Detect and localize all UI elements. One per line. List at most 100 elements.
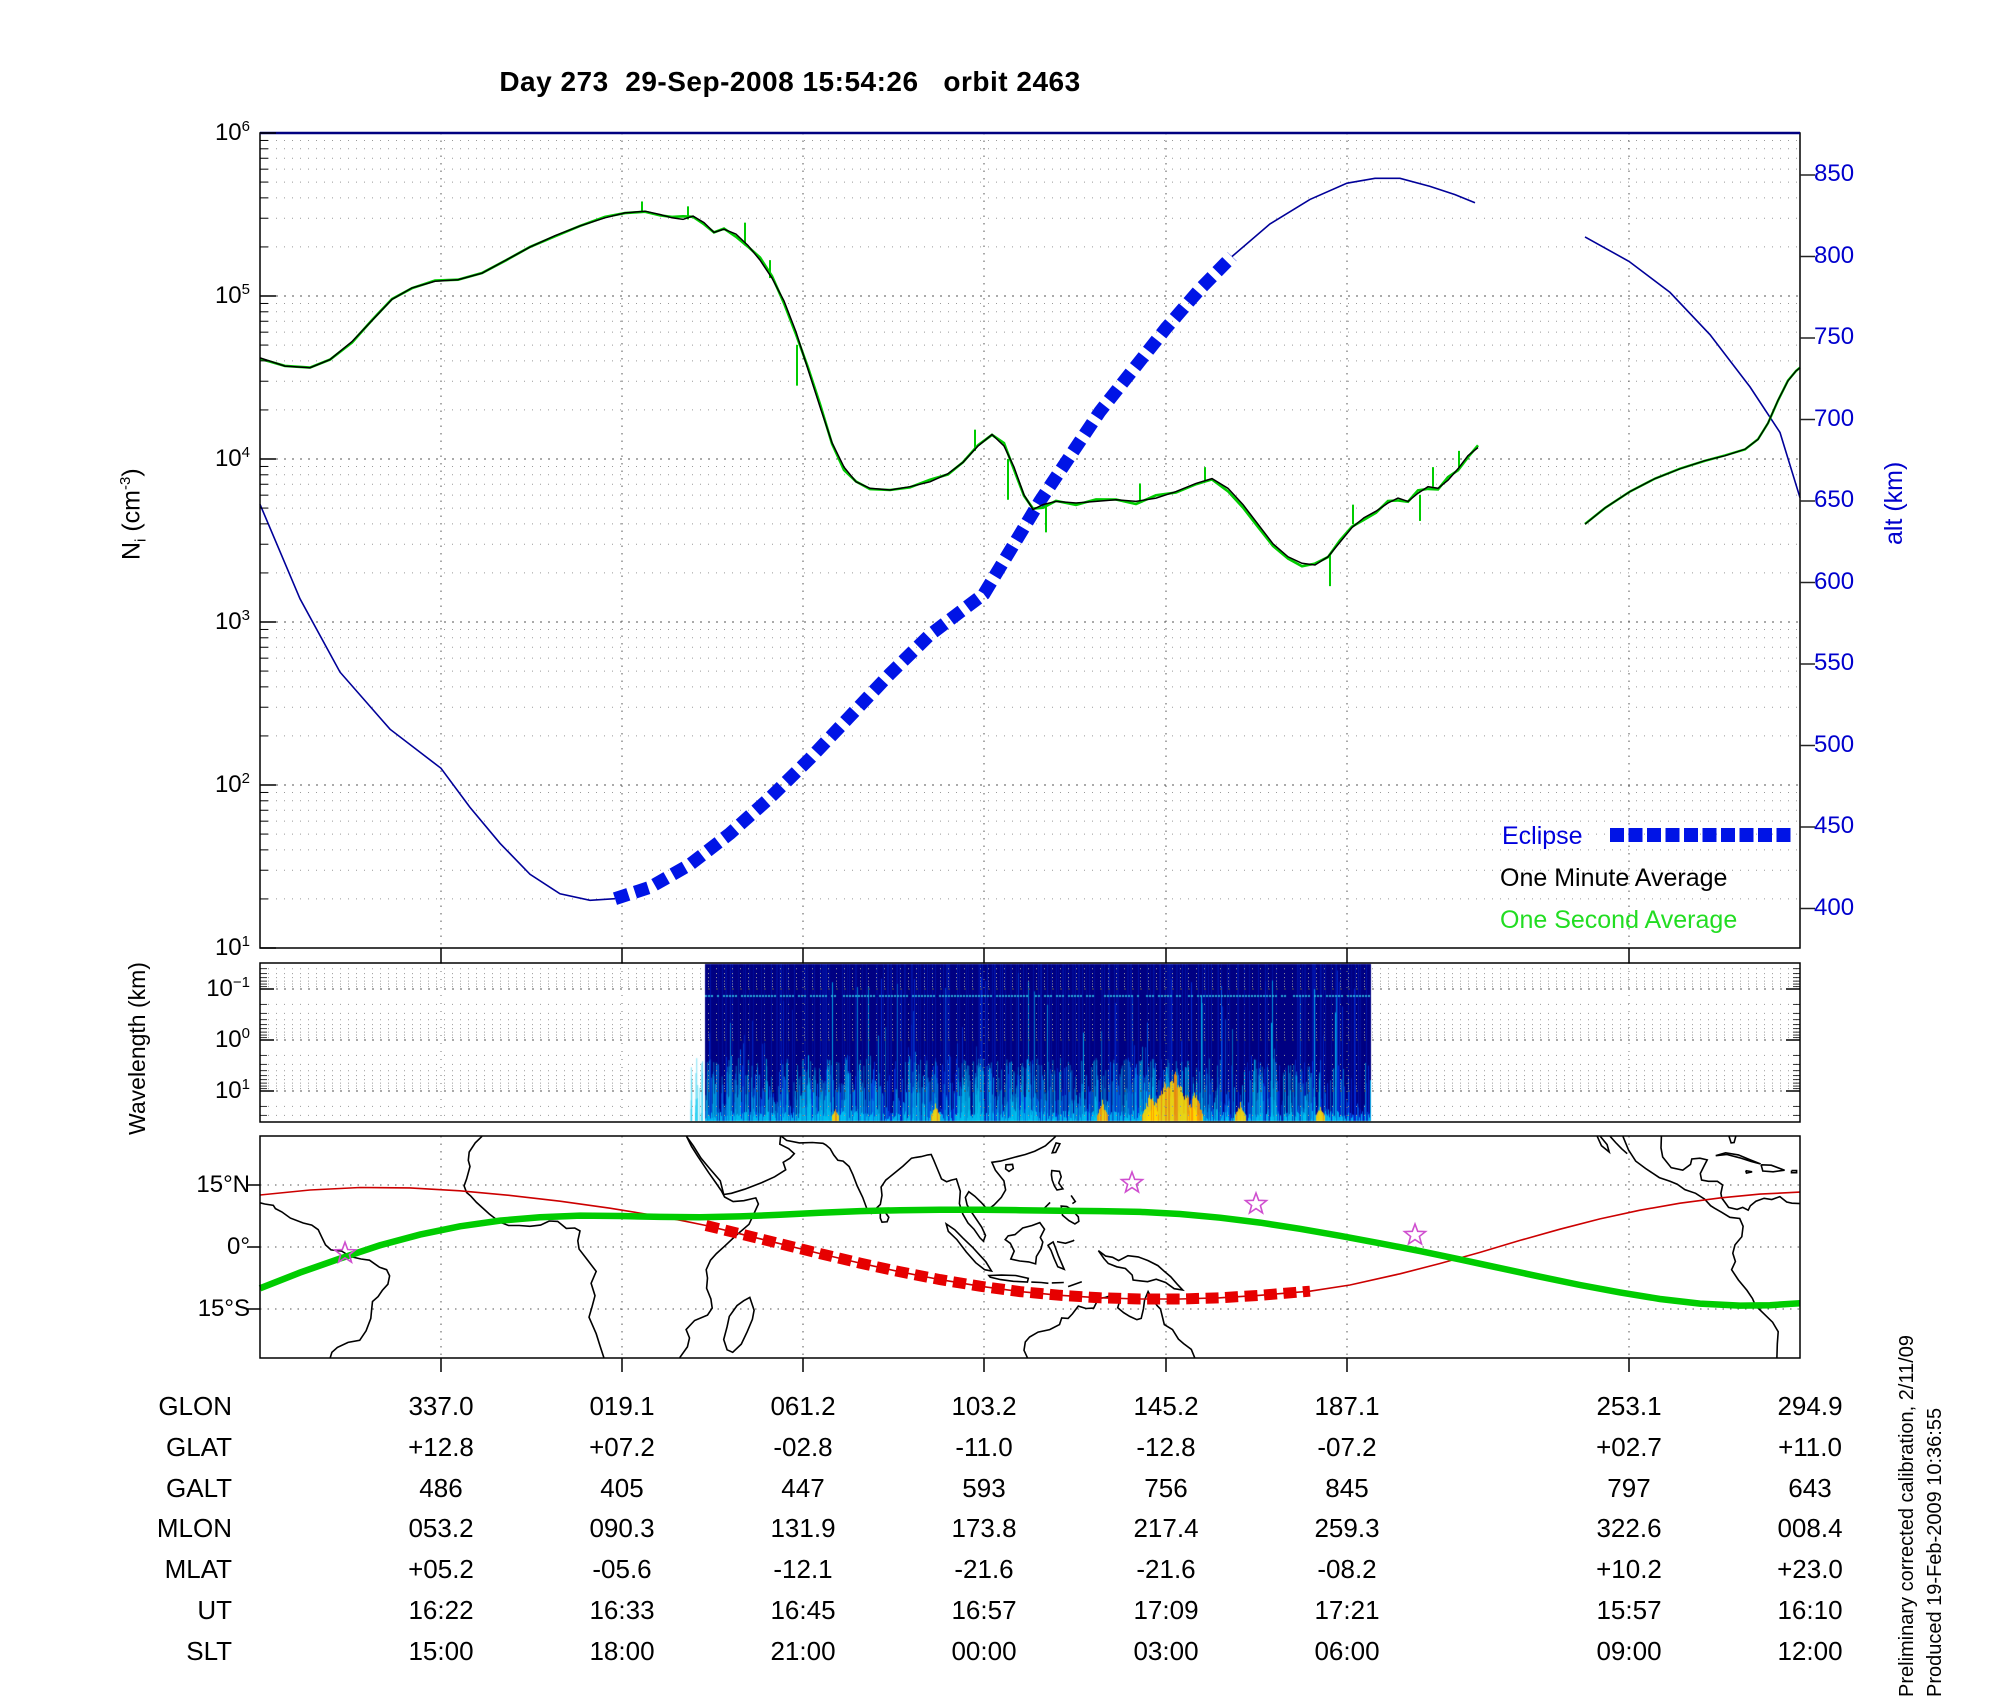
table-cell: -08.2 — [1317, 1554, 1377, 1584]
table-cell: 12:00 — [1777, 1636, 1843, 1666]
table-cell: 019.1 — [589, 1391, 655, 1421]
table-cell: 187.1 — [1314, 1391, 1380, 1421]
table-cell: 294.9 — [1777, 1391, 1843, 1421]
table-cell: 797 — [1607, 1473, 1651, 1503]
table-cell: -11.0 — [955, 1432, 1013, 1462]
coastline — [1004, 1163, 1015, 1173]
legend-eclipse-sample — [1739, 828, 1754, 842]
table-cell: 053.2 — [408, 1513, 474, 1543]
produced-note: Produced 19-Feb-2009 10:36:55 — [1924, 1407, 1946, 1697]
table-cell: +10.2 — [1596, 1554, 1662, 1584]
alt-tick-label: 700 — [1814, 404, 1855, 432]
table-row-label-glat: GLAT — [166, 1432, 232, 1462]
table-cell: +05.2 — [408, 1554, 474, 1584]
coastline — [780, 1135, 1057, 1243]
lat-tick-label-south: 15°S — [197, 1295, 250, 1322]
table-row-label-galt: GALT — [166, 1473, 232, 1503]
coastline — [1660, 1136, 1801, 1212]
table-cell: -12.8 — [1136, 1432, 1196, 1462]
legend-eclipse-sample — [1647, 828, 1661, 842]
wavelength-tick-label: 10−1 — [206, 974, 250, 1002]
coastline — [1715, 1151, 1761, 1165]
lat-tick-label-north: 15°N — [196, 1171, 250, 1198]
table-cell: +02.7 — [1596, 1432, 1662, 1462]
coastline — [1004, 1221, 1046, 1265]
alt-tick-label: 800 — [1814, 241, 1855, 269]
coastline — [1596, 1135, 1611, 1155]
wavelength-panel-frame — [259, 962, 1801, 1123]
table-cell: -07.2 — [1317, 1432, 1377, 1462]
table-cell: 18:00 — [589, 1636, 655, 1666]
table-cell: 00:00 — [951, 1636, 1017, 1666]
legend-one-minute-label: One Minute Average — [1500, 864, 1728, 892]
table-cell: -05.6 — [592, 1554, 652, 1584]
table-cell: 090.3 — [589, 1513, 655, 1543]
table-cell: 845 — [1325, 1473, 1369, 1503]
ni-tick-label: 101 — [214, 933, 250, 961]
coastline — [685, 1135, 796, 1196]
table-cell: 15:00 — [408, 1636, 474, 1666]
table-cell: -02.8 — [773, 1432, 833, 1462]
coastline — [1056, 1239, 1075, 1245]
one-minute-average-curve — [259, 210, 1479, 566]
ni-axis-title: Ni (cm-3) — [117, 468, 150, 560]
table-cell: 337.0 — [408, 1391, 474, 1421]
table-cell: +11.0 — [1778, 1432, 1842, 1462]
table-cell: 217.4 — [1133, 1513, 1199, 1543]
eclipse-dashed-ground-track — [704, 1220, 1311, 1305]
table-cell: 145.2 — [1133, 1391, 1199, 1421]
table-cell: 253.1 — [1596, 1391, 1662, 1421]
coastline — [1728, 1136, 1737, 1144]
ni-tick-label: 105 — [214, 281, 250, 309]
table-cell: 447 — [781, 1473, 825, 1503]
table-cell: 103.2 — [951, 1391, 1017, 1421]
table-row-label-mlon: MLON — [156, 1513, 232, 1543]
event-star-marker — [1119, 1169, 1145, 1194]
table-cell: 03:00 — [1133, 1636, 1199, 1666]
alt-tick-label: 450 — [1814, 812, 1855, 839]
page-title: Day 273 29-Sep-2008 15:54:26 orbit 2463 — [499, 66, 1081, 97]
table-cell: 16:45 — [770, 1595, 836, 1625]
ni-tick-label: 106 — [214, 118, 250, 146]
table-cell: 17:21 — [1314, 1595, 1380, 1625]
table-cell: 756 — [1144, 1473, 1188, 1503]
coastline — [1070, 1194, 1077, 1205]
coastline — [1790, 1169, 1798, 1174]
table-cell: 16:57 — [951, 1595, 1017, 1625]
altitude-curve — [259, 503, 616, 902]
table-cell: 061.2 — [770, 1391, 836, 1421]
alt-tick-label: 650 — [1814, 486, 1855, 513]
legend-eclipse-sample — [1610, 828, 1624, 842]
altitude-curve — [1584, 236, 1801, 498]
event-star-marker — [1243, 1190, 1269, 1215]
alt-tick-label: 850 — [1814, 160, 1855, 187]
table-cell: 131.9 — [770, 1513, 836, 1543]
table-cell: +07.2 — [589, 1432, 655, 1462]
legend-eclipse-sample — [1684, 828, 1698, 842]
legend-eclipse-sample — [1702, 828, 1717, 842]
table-row-label-mlat: MLAT — [164, 1554, 232, 1584]
table-cell: +12.8 — [408, 1432, 474, 1462]
coastline — [463, 1135, 605, 1358]
coastline — [1046, 1240, 1066, 1271]
coastline — [1744, 1169, 1753, 1175]
event-star-marker — [1402, 1221, 1428, 1246]
table-cell: 21:00 — [770, 1636, 836, 1666]
table-cell: 17:09 — [1133, 1595, 1199, 1625]
table-cell: 486 — [419, 1473, 463, 1503]
one-minute-average-curve — [1584, 367, 1801, 525]
coastline — [1097, 1250, 1185, 1292]
altitude-curve — [1231, 177, 1476, 258]
coastline — [1050, 1141, 1062, 1154]
legend-eclipse-sample — [1665, 828, 1680, 842]
ground-track-green — [258, 1206, 1801, 1309]
coastline — [944, 1221, 994, 1273]
table-cell: 16:10 — [1777, 1595, 1843, 1625]
table-cell: 322.6 — [1596, 1513, 1662, 1543]
wavelength-tick-label: 100 — [214, 1025, 250, 1053]
coastline — [1067, 1280, 1083, 1288]
ni-tick-label: 103 — [214, 607, 250, 635]
legend-one-second-label: One Second Average — [1500, 906, 1738, 934]
eclipse-dashed-curve — [612, 251, 1237, 905]
